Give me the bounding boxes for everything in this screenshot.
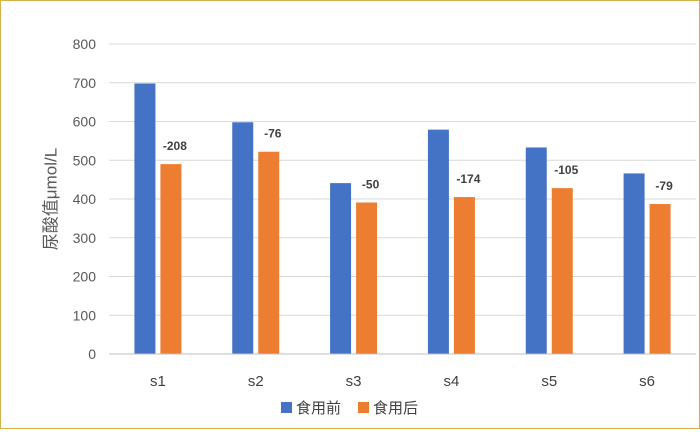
data-label: -174 [456,172,480,186]
data-labels: -208 -76 -50 -174 -105 -79 [163,127,673,193]
data-label: -208 [163,139,187,153]
y-axis-ticks: 0 100 200 300 400 500 600 700 800 [73,36,97,362]
data-label: -50 [362,177,380,191]
x-category-label: s4 [443,373,459,390]
data-label: -105 [554,163,578,177]
bar-after-s3 [356,202,378,354]
legend-swatch [281,402,292,413]
bar-after-s6 [649,204,671,354]
bars [134,83,671,355]
y-tick-label: 700 [73,75,97,91]
legend: 食用前 食用后 [281,400,418,417]
data-label: -76 [264,127,282,141]
bar-after-s4 [453,197,475,354]
gridlines [109,43,696,316]
x-category-label: s2 [248,373,264,390]
data-label: -79 [655,179,673,193]
bar-before-s3 [330,183,352,354]
y-tick-label: 400 [73,191,97,207]
y-tick-label: 0 [88,346,96,362]
x-category-label: s1 [150,373,166,390]
y-tick-label: 800 [73,36,97,52]
x-axis-categories: s1 s2 s3 s4 s5 s6 [150,373,655,390]
y-tick-label: 300 [73,230,97,246]
y-tick-label: 100 [73,307,97,323]
bar-before-s5 [525,147,547,354]
x-category-label: s3 [346,373,362,390]
bar-before-s1 [134,83,156,355]
bar-after-s1 [160,164,182,354]
y-tick-label: 500 [73,152,97,168]
bar-after-s2 [258,151,280,354]
legend-label: 食用前 [296,400,341,417]
y-axis-label: 尿酸值μmol/L [41,148,60,250]
x-category-label: s6 [639,373,655,390]
y-tick-label: 600 [73,114,97,130]
x-category-label: s5 [541,373,557,390]
bar-before-s4 [427,129,449,354]
bar-before-s2 [232,122,254,355]
legend-label: 食用后 [373,400,418,417]
bar-after-s5 [551,188,573,354]
legend-swatch [358,402,369,413]
y-tick-label: 200 [73,269,97,285]
bar-before-s6 [623,173,645,354]
